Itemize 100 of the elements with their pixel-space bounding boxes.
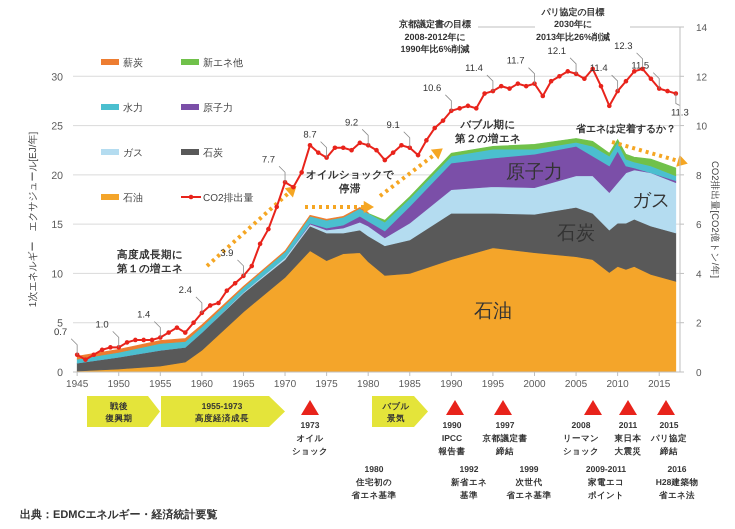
text: 戦後 bbox=[109, 401, 128, 411]
text: 1990 bbox=[442, 420, 462, 430]
text: 住宅初の bbox=[355, 477, 392, 487]
text: ガス bbox=[632, 190, 670, 212]
text: 1980 bbox=[364, 464, 384, 474]
legend-label: 薪炭 bbox=[123, 57, 143, 69]
text: 家電エコ bbox=[587, 477, 624, 487]
text: 2011 bbox=[618, 420, 638, 430]
annotation: 2030年に bbox=[554, 19, 592, 29]
x-tick-label: 1950 bbox=[108, 379, 130, 390]
y2-tick-label: 4 bbox=[696, 269, 702, 280]
text: 2016 bbox=[668, 464, 687, 474]
text: 省エネ法 bbox=[658, 490, 695, 500]
text: 復興期 bbox=[104, 413, 132, 423]
text: リーマン bbox=[563, 433, 599, 443]
x-tick-label: 1990 bbox=[440, 379, 463, 390]
text: 報告書 bbox=[438, 446, 466, 456]
text: 省エネ基準 bbox=[350, 490, 396, 500]
text: 大震災 bbox=[614, 446, 642, 456]
x-tick-label: 1960 bbox=[190, 379, 214, 390]
x-tick-label: 1975 bbox=[315, 379, 338, 390]
legend-label: 石炭 bbox=[203, 147, 223, 159]
data-label: 11.3 bbox=[670, 108, 689, 119]
x-tick-label: 1955 bbox=[149, 379, 172, 390]
y2-tick-label: 12 bbox=[696, 72, 708, 84]
text: 基準 bbox=[459, 490, 478, 500]
text: 締結 bbox=[659, 446, 678, 456]
x-tick-label: 1995 bbox=[482, 379, 504, 390]
text: オイル bbox=[296, 433, 324, 443]
y2-axis-title: CO2排出量[CO2億トン/年] bbox=[709, 161, 721, 278]
x-tick-label: 1945 bbox=[66, 379, 89, 390]
text: 2015 bbox=[660, 420, 679, 430]
text: 石油 bbox=[474, 300, 512, 322]
legend-label: CO2排出量 bbox=[203, 192, 254, 204]
y-tick-label: 0 bbox=[57, 367, 64, 379]
data-label: 2.4 bbox=[178, 284, 192, 296]
annotation: オイルショックで bbox=[306, 169, 395, 181]
text: ショック bbox=[292, 446, 328, 456]
x-tick-label: 1970 bbox=[274, 379, 297, 390]
annotation: 第１の増エネ bbox=[116, 262, 183, 275]
text: パリ協定の目標 bbox=[540, 7, 604, 17]
x-tick-label: 1965 bbox=[232, 379, 256, 390]
annotation: 1990年比6%削減 bbox=[400, 44, 470, 54]
y2-tick-label: 14 bbox=[696, 23, 708, 34]
text: IPCC bbox=[442, 433, 462, 443]
y-tick-label: 20 bbox=[51, 170, 64, 182]
annotation: 高度成長期に bbox=[117, 248, 183, 261]
legend-label: 石油 bbox=[123, 192, 143, 204]
legend-label: ガス bbox=[123, 148, 143, 159]
y2-tick-label: 2 bbox=[696, 318, 702, 330]
text: ポイント bbox=[587, 490, 624, 500]
text: 省エネ基準 bbox=[506, 490, 552, 500]
y2-tick-label: 10 bbox=[696, 122, 708, 133]
x-tick-label: 2015 bbox=[648, 379, 671, 390]
data-label: 10.6 bbox=[422, 82, 442, 94]
data-label: 11.4 bbox=[465, 63, 483, 74]
legend-label: 新エネ他 bbox=[203, 57, 243, 69]
text: 1997 bbox=[496, 420, 515, 430]
annotation: バブル期に bbox=[460, 118, 516, 131]
text: ショック bbox=[563, 446, 599, 456]
x-tick-label: 1985 bbox=[398, 379, 422, 390]
text: 1973 bbox=[300, 420, 320, 430]
annotation: 2008-2012年に bbox=[404, 32, 466, 42]
text: 1999 bbox=[520, 464, 539, 474]
x-tick-label: 2005 bbox=[564, 379, 588, 390]
legend-label: 水力 bbox=[123, 102, 143, 114]
annotation: 第２の増エネ bbox=[454, 132, 521, 145]
text: バブル bbox=[382, 401, 410, 411]
legend-label: 原子力 bbox=[203, 102, 233, 114]
y-tick-label: 25 bbox=[51, 120, 64, 133]
x-tick-label: 2000 bbox=[523, 379, 546, 390]
data-label: 1.0 bbox=[96, 319, 109, 330]
y-tick-label: 30 bbox=[51, 71, 64, 84]
data-label: 8.7 bbox=[303, 130, 317, 141]
annotation: 京都議定書の目標 bbox=[398, 19, 471, 29]
y-tick-label: 15 bbox=[51, 219, 64, 232]
text: 締結 bbox=[495, 446, 514, 456]
text: 景気 bbox=[386, 413, 405, 423]
text: 次世代 bbox=[516, 477, 542, 487]
data-label: 9.1 bbox=[386, 120, 400, 131]
text: 新省エネ bbox=[450, 477, 487, 487]
y2-tick-label: 8 bbox=[696, 170, 702, 182]
source-note: 出典：EDMCエネルギー・経済統計要覧 bbox=[20, 508, 218, 521]
y-axis-title: 1次エネルギー エクサジュール[EJ/年] bbox=[27, 132, 39, 308]
text: 東日本 bbox=[614, 433, 642, 443]
data-label: 12.1 bbox=[548, 46, 566, 57]
data-label: 9.2 bbox=[344, 117, 358, 128]
data-label: 3.9 bbox=[220, 248, 234, 259]
text: 1955-1973 bbox=[202, 401, 243, 411]
text: 高度経済成長 bbox=[195, 413, 249, 423]
text: 1992 bbox=[460, 464, 479, 474]
annotation: 省エネは定着するか？ bbox=[575, 123, 676, 135]
x-tick-label: 2010 bbox=[606, 379, 630, 390]
text: 原子力 bbox=[506, 162, 563, 183]
data-label: 12.3 bbox=[614, 40, 633, 52]
data-label: 7.7 bbox=[262, 154, 276, 166]
text: 京都議定書 bbox=[482, 433, 528, 443]
text: 2009-2011 bbox=[586, 464, 626, 474]
y-tick-label: 10 bbox=[51, 268, 64, 280]
y2-tick-label: 6 bbox=[696, 220, 702, 232]
